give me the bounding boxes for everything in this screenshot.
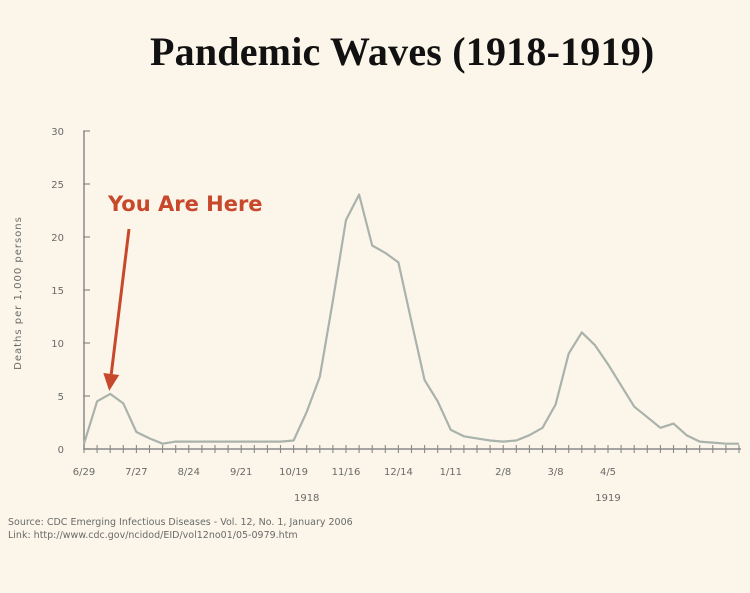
y-tick-label: 0	[58, 445, 64, 456]
x-tick-label: 3/8	[548, 467, 564, 478]
y-tick-label: 10	[51, 339, 64, 350]
series-line	[82, 193, 739, 445]
source-note: Source: CDC Emerging Infectious Diseases…	[8, 516, 353, 542]
y-tick-label: 20	[51, 233, 64, 244]
x-tick-label: 9/21	[230, 467, 252, 478]
annotation: You Are Here	[103, 192, 263, 391]
x-tick-label: 6/29	[73, 467, 95, 478]
x-year-label: 1919	[595, 493, 620, 504]
source-line: Source: CDC Emerging Infectious Diseases…	[8, 517, 353, 528]
y-tick-label: 25	[51, 180, 64, 191]
x-tick-label: 4/5	[600, 467, 616, 478]
y-axis-title: Deaths per 1,000 persons	[13, 216, 24, 370]
x-tick-label: 8/24	[178, 467, 200, 478]
y-tick-label: 5	[58, 392, 64, 403]
x-tick-label: 10/19	[279, 467, 308, 478]
x-year-label: 1918	[294, 493, 319, 504]
x-tick-label: 1/11	[440, 467, 462, 478]
source-link: Link: http://www.cdc.gov/ncidod/EID/vol1…	[8, 530, 298, 541]
x-tick-label: 12/14	[384, 467, 413, 478]
x-tick-label: 7/27	[125, 467, 147, 478]
annotation-text: You Are Here	[107, 192, 263, 216]
annotation-arrow-head	[103, 373, 120, 391]
chart-title: Pandemic Waves (1918-1919)	[150, 29, 655, 74]
annotation-arrow	[109, 228, 131, 375]
axes	[83, 131, 741, 450]
y-tick-label: 15	[51, 286, 64, 297]
x-tick-label: 2/8	[495, 467, 511, 478]
y-tick-label: 30	[51, 127, 64, 138]
x-tick-label: 11/16	[332, 467, 361, 478]
x-axis-ticks: 6/29 7/27 8/24 9/21 10/19 11/16 12/14 1/11 2/8 3/…	[73, 445, 740, 504]
